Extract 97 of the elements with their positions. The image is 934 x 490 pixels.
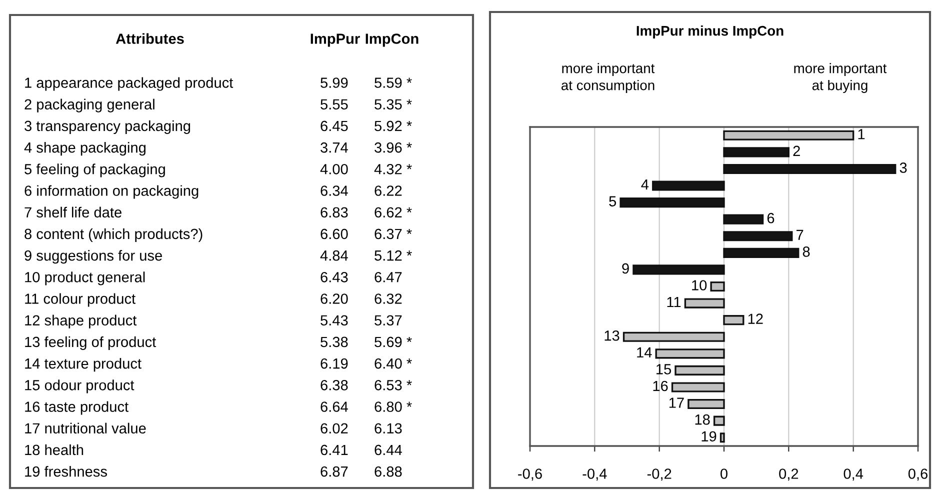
x-tick-label: -0,6 xyxy=(518,468,542,481)
category-label: 12 shape product xyxy=(25,314,137,328)
text: 5.35 * xyxy=(374,99,412,110)
text: 6.41 xyxy=(320,444,348,456)
category-label: 11 colour product xyxy=(25,293,136,307)
y-tick-label: 14 xyxy=(637,347,652,358)
y-tick-label: 13 xyxy=(604,330,620,341)
y-tick-label: 12 xyxy=(748,314,763,324)
text: 5.12 * xyxy=(374,250,412,261)
text: 4.00 xyxy=(320,164,348,174)
category-label: 19 freshness xyxy=(25,466,107,477)
category-label: 4 shape packaging xyxy=(24,142,146,156)
y-tick-label: 18 xyxy=(695,414,710,425)
text: 6.80 * xyxy=(374,402,412,412)
y-tick-label: 11 xyxy=(667,297,681,308)
y-tick-label: 9 xyxy=(622,263,629,274)
text: 6.53 * xyxy=(374,380,412,390)
text: 4.84 xyxy=(320,250,348,261)
bar xyxy=(632,264,725,275)
y-tick-label: 10 xyxy=(692,280,707,290)
text: 5.38 xyxy=(320,336,348,348)
text: 6.13 xyxy=(374,423,402,434)
text: 5.55 xyxy=(320,99,348,110)
text: 6.47 xyxy=(374,272,402,282)
text: 5.37 xyxy=(374,315,402,326)
bar xyxy=(620,198,725,208)
text: 3.96 * xyxy=(374,142,412,153)
category-label: 2 packaging general xyxy=(24,98,154,112)
text: 6.19 xyxy=(320,358,348,369)
x-tick-label: -0,4 xyxy=(582,468,607,481)
text: more important at consumption xyxy=(562,63,655,93)
category-label: 17 nutritional value xyxy=(25,422,146,434)
text: 6.45 xyxy=(320,120,348,132)
category-label: 10 product general xyxy=(25,272,145,286)
category-label: 7 shelf life date xyxy=(24,206,122,218)
category-label: 1 appearance packaged product xyxy=(25,77,234,91)
text: 6.88 xyxy=(374,466,402,477)
bar xyxy=(723,164,896,174)
y-tick-label: 17 xyxy=(669,398,684,408)
text: 5.59 * xyxy=(374,78,412,88)
bar xyxy=(723,231,793,242)
y-tick-label: 1 xyxy=(858,129,865,140)
text: 6.64 xyxy=(320,402,348,412)
text: 6.20 xyxy=(320,294,348,304)
category-label: ImpPur xyxy=(310,34,360,47)
text: 6.62 * xyxy=(374,207,412,218)
y-tick-label: 7 xyxy=(796,230,804,240)
text: 6.87 xyxy=(320,466,348,477)
text: 6.40 * xyxy=(374,358,412,369)
category-label: 8 content (which products?) xyxy=(24,228,202,242)
bar xyxy=(723,214,764,224)
category-label: 16 taste product xyxy=(25,401,128,415)
x-tick-label: -0,2 xyxy=(647,468,672,481)
category-label: 14 texture product xyxy=(25,358,142,372)
text: 6.37 * xyxy=(374,228,412,240)
y-tick-label: 2 xyxy=(793,146,800,156)
x-tick-label: 0,6 xyxy=(908,468,928,481)
text: 6.02 xyxy=(320,423,348,434)
x-tick-label: 0 xyxy=(720,468,728,479)
category-label: 5 feeling of packaging xyxy=(24,164,165,178)
x-tick-label: 0,2 xyxy=(779,468,798,481)
category-label: 9 suggestions for use xyxy=(24,250,162,264)
text: more important at buying xyxy=(794,63,887,93)
category-label: 18 health xyxy=(25,444,84,456)
text: 5.69 * xyxy=(374,336,412,348)
text: 6.43 xyxy=(320,272,348,282)
category-label: Attributes xyxy=(116,33,184,44)
text: 5.43 xyxy=(320,315,348,326)
category-label: 6 information on packaging xyxy=(24,185,198,199)
y-tick-label: 4 xyxy=(641,180,649,190)
category-label: ImpCon xyxy=(366,34,418,47)
y-tick-label: 5 xyxy=(609,196,616,206)
bar xyxy=(723,147,790,158)
text: 6.44 xyxy=(374,444,402,456)
category-label: 13 feeling of product xyxy=(25,336,156,350)
category-label: 15 odour product xyxy=(25,380,134,394)
x-tick-label: 0,4 xyxy=(844,468,864,481)
text: 6.60 xyxy=(320,228,348,240)
text: 5.99 xyxy=(320,78,348,88)
text: 4.32 * xyxy=(374,164,412,174)
text: 6.22 xyxy=(374,186,402,196)
text: 5.92 * xyxy=(374,120,412,132)
y-tick-label: 8 xyxy=(802,246,810,257)
y-tick-label: 3 xyxy=(900,162,907,173)
text: 6.83 xyxy=(320,207,348,218)
category-label: 3 transparency packaging xyxy=(24,120,190,134)
y-tick-label: 19 xyxy=(702,431,716,442)
bar xyxy=(723,248,800,258)
chart-title: ImpPur minus ImpCon xyxy=(636,26,784,38)
text: 6.34 xyxy=(320,186,348,196)
text: 6.32 xyxy=(374,294,402,304)
bar xyxy=(652,180,725,191)
y-tick-label: 6 xyxy=(767,212,774,224)
y-tick-label: 15 xyxy=(656,364,672,374)
y-tick-label: 16 xyxy=(653,380,668,392)
text: 3.74 xyxy=(320,142,348,153)
text: 6.38 xyxy=(320,380,348,390)
